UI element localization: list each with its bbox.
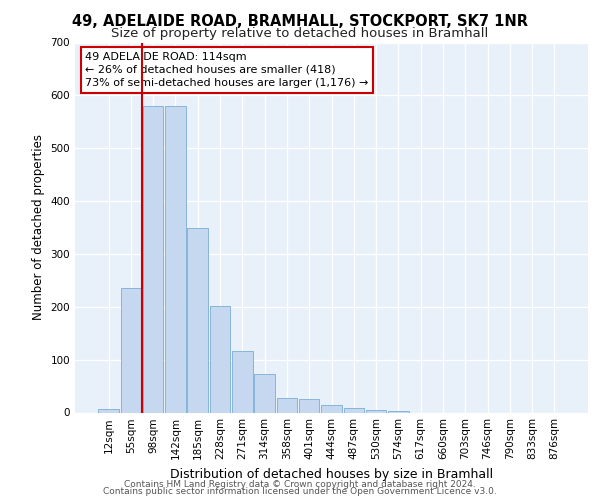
Text: Contains public sector information licensed under the Open Government Licence v3: Contains public sector information licen…	[103, 487, 497, 496]
Bar	[210, 306, 230, 412]
Bar	[187, 228, 208, 412]
Bar	[366, 410, 386, 412]
Text: Size of property relative to detached houses in Bramhall: Size of property relative to detached ho…	[112, 28, 488, 40]
Bar	[277, 398, 297, 412]
Text: Contains HM Land Registry data © Crown copyright and database right 2024.: Contains HM Land Registry data © Crown c…	[124, 480, 476, 489]
Bar	[121, 288, 141, 412]
Text: 49 ADELAIDE ROAD: 114sqm
← 26% of detached houses are smaller (418)
73% of semi-: 49 ADELAIDE ROAD: 114sqm ← 26% of detach…	[85, 52, 368, 88]
Bar	[254, 374, 275, 412]
Bar	[165, 106, 186, 412]
Bar	[344, 408, 364, 412]
Text: 49, ADELAIDE ROAD, BRAMHALL, STOCKPORT, SK7 1NR: 49, ADELAIDE ROAD, BRAMHALL, STOCKPORT, …	[72, 14, 528, 29]
X-axis label: Distribution of detached houses by size in Bramhall: Distribution of detached houses by size …	[170, 468, 493, 481]
Bar	[321, 405, 342, 412]
Bar	[98, 409, 119, 412]
Bar	[143, 106, 163, 412]
Y-axis label: Number of detached properties: Number of detached properties	[32, 134, 45, 320]
Bar	[232, 351, 253, 412]
Bar	[299, 400, 319, 412]
